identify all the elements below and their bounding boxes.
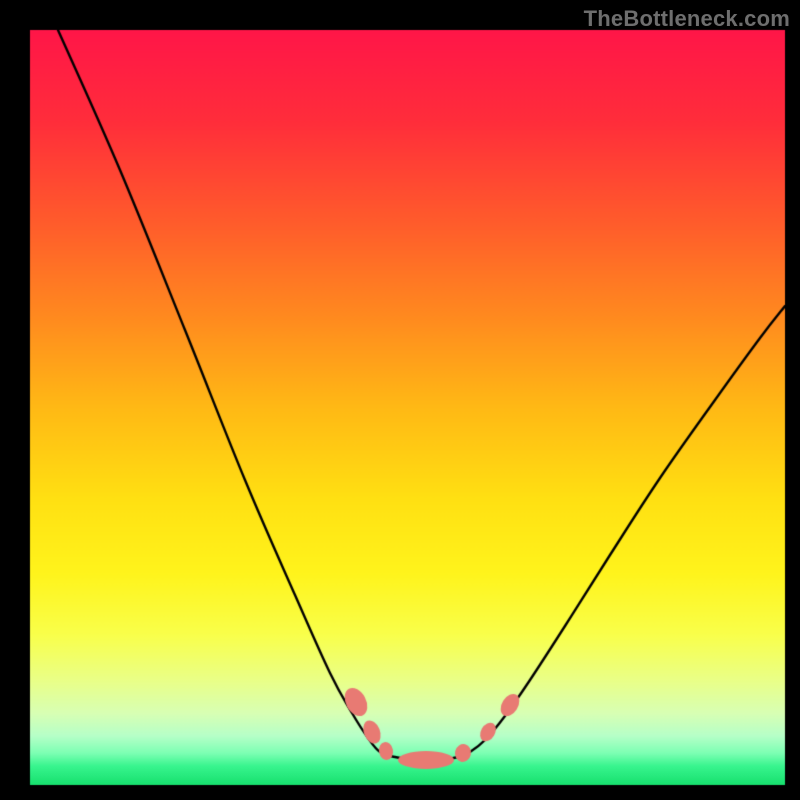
watermark-text: TheBottleneck.com — [584, 6, 790, 32]
bottleneck-curve-chart — [0, 0, 800, 800]
chart-stage: TheBottleneck.com — [0, 0, 800, 800]
